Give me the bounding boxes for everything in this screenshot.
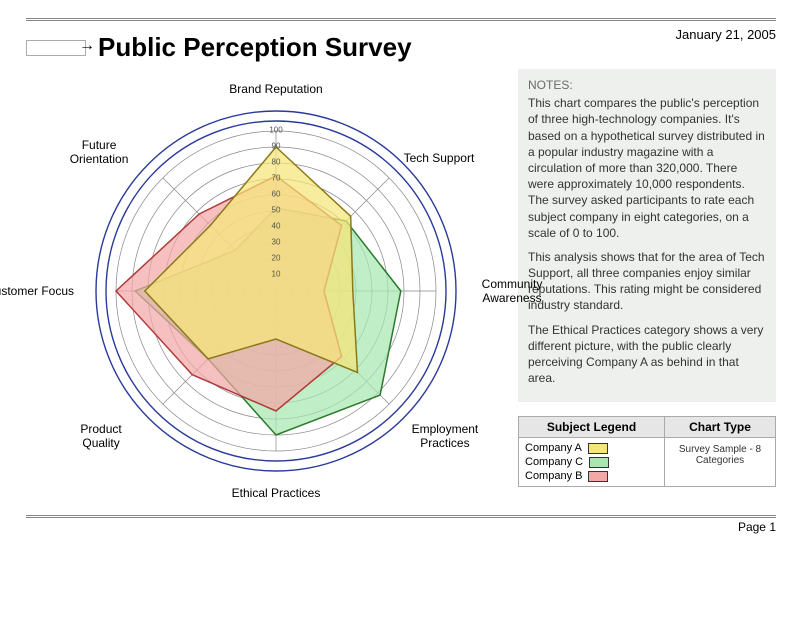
radar-tick-label: 30 bbox=[272, 238, 281, 247]
radar-category-label: Ethical Practices bbox=[232, 486, 321, 500]
swatch-b bbox=[588, 471, 608, 482]
title-row: Public Perception Survey bbox=[26, 32, 776, 63]
radar-tick-label: 40 bbox=[272, 222, 281, 231]
page-number: Page 1 bbox=[26, 520, 776, 534]
legend-item-c: Company C bbox=[525, 456, 609, 468]
radar-category-label: Customer Focus bbox=[0, 284, 74, 298]
radar-category-label: Future Orientation bbox=[59, 138, 139, 166]
top-rule bbox=[26, 18, 776, 21]
radar-tick-label: 20 bbox=[272, 254, 281, 263]
notes-p3: The Ethical Practices category shows a v… bbox=[528, 322, 766, 387]
radar-category-label: Brand Reputation bbox=[229, 82, 322, 96]
notes-p2: This analysis shows that for the area of… bbox=[528, 249, 766, 314]
notes-panel: NOTES: This chart compares the public's … bbox=[518, 69, 776, 402]
page-title: Public Perception Survey bbox=[98, 32, 412, 63]
radar-category-label: Tech Support bbox=[404, 151, 475, 165]
legend-label-c: Company C bbox=[525, 456, 583, 468]
radar-tick-label: 80 bbox=[272, 158, 281, 167]
radar-category-label: Employment Practices bbox=[405, 422, 485, 450]
legend: Subject Legend Company A Company C Compa… bbox=[518, 416, 776, 487]
arrow-icon bbox=[26, 40, 86, 56]
radar-tick-label: 70 bbox=[272, 174, 281, 183]
radar-category-label: Product Quality bbox=[61, 422, 141, 450]
swatch-c bbox=[589, 457, 609, 468]
radar-tick-label: 60 bbox=[272, 190, 281, 199]
radar-tick-label: 90 bbox=[272, 142, 281, 151]
legend-label-a: Company A bbox=[525, 442, 582, 454]
legend-charttype-text: Survey Sample - 8 Categories bbox=[665, 438, 775, 472]
legend-subject-header: Subject Legend bbox=[519, 417, 664, 438]
notes-title: NOTES: bbox=[528, 77, 766, 93]
notes-p1: This chart compares the public's percept… bbox=[528, 95, 766, 241]
radar-category-label: Community Awareness bbox=[472, 277, 552, 305]
radar-chart: 10 20 30 40 50 60 70 80 90 100 Brand Reputation Tec… bbox=[26, 69, 506, 509]
bottom-rule bbox=[26, 515, 776, 518]
legend-label-b: Company B bbox=[525, 470, 582, 482]
legend-charttype-header: Chart Type bbox=[665, 417, 775, 438]
radar-tick-label: 100 bbox=[269, 126, 282, 135]
radar-tick-label: 50 bbox=[272, 206, 281, 215]
swatch-a bbox=[588, 443, 608, 454]
legend-item-b: Company B bbox=[525, 470, 608, 482]
radar-tick-label: 10 bbox=[272, 270, 281, 279]
legend-item-a: Company A bbox=[525, 442, 608, 454]
